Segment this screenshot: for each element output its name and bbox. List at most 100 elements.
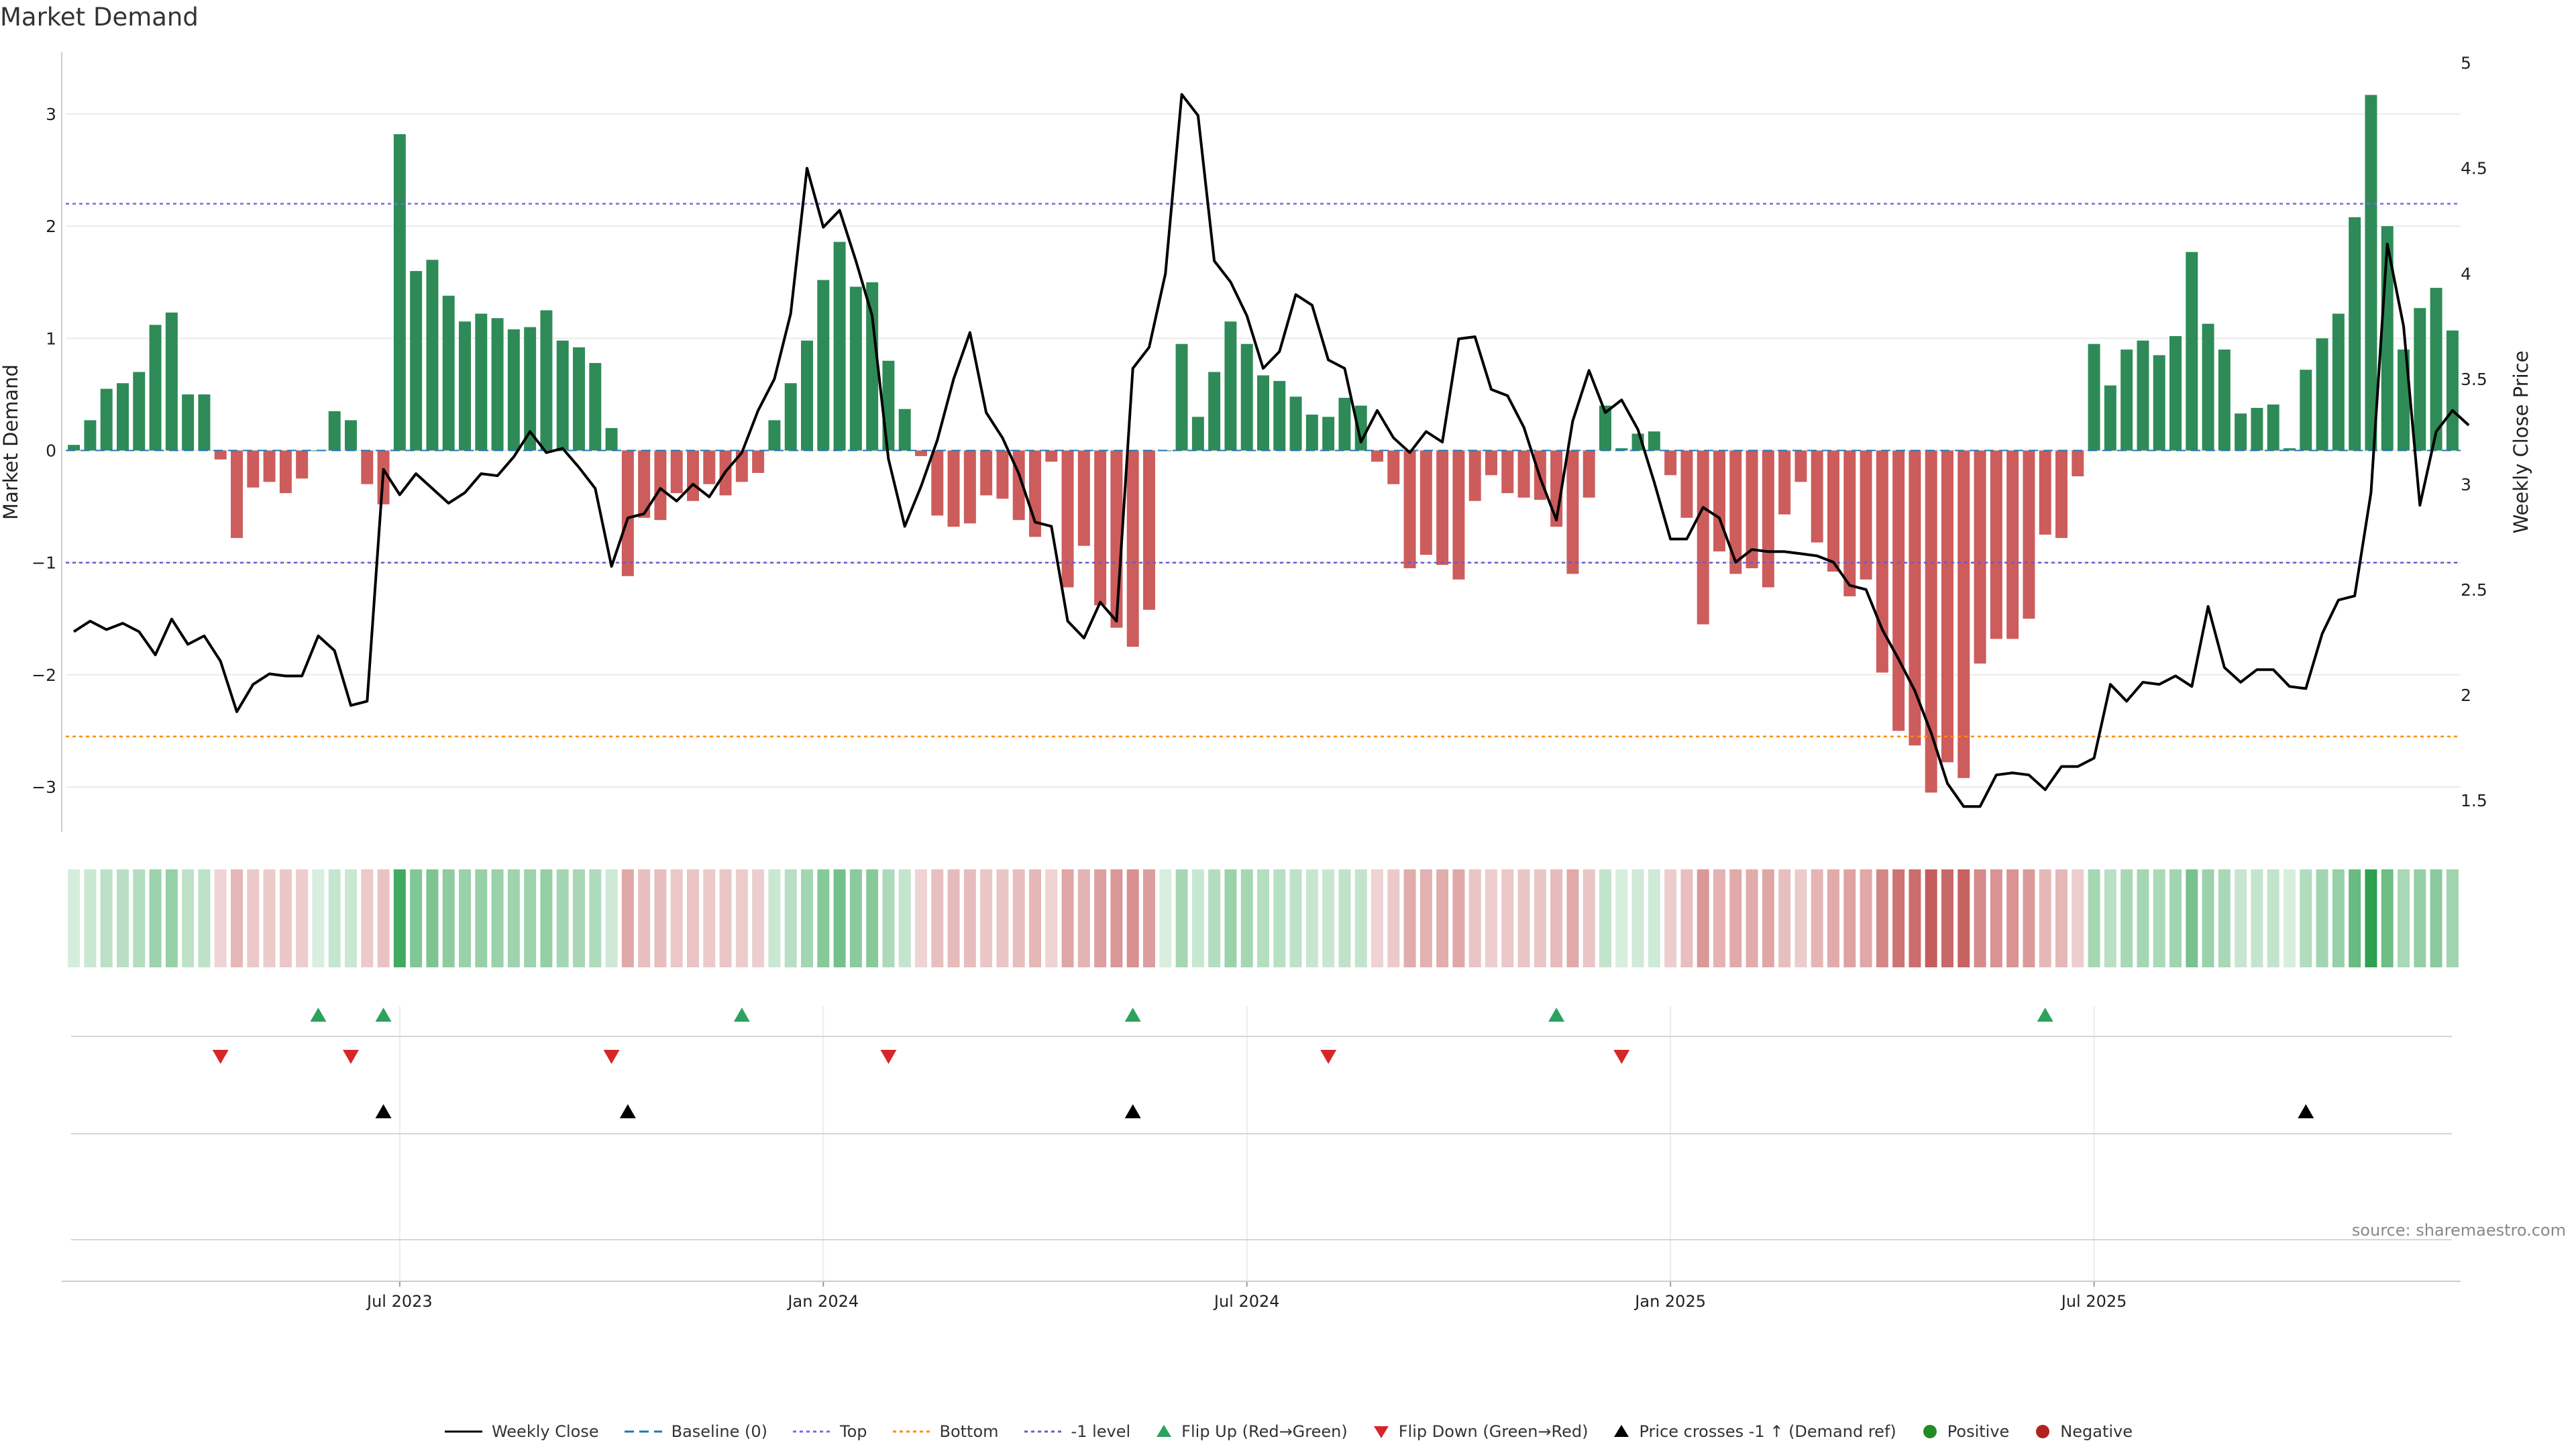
heat-cell bbox=[2398, 869, 2410, 967]
demand-bar bbox=[328, 411, 341, 451]
source-note: source: sharemaestro.com bbox=[2351, 1221, 2566, 1240]
heat-cell bbox=[1371, 869, 1383, 967]
legend: Weekly Close Baseline (0) Top Bottom -1 leve… bbox=[0, 1422, 2576, 1441]
demand-bar bbox=[1599, 405, 1611, 451]
heat-cell bbox=[719, 869, 732, 967]
heat-cell bbox=[507, 869, 520, 967]
demand-bar bbox=[833, 241, 846, 451]
heat-cell bbox=[784, 869, 797, 967]
demand-bar bbox=[2072, 450, 2084, 476]
heat-cell bbox=[442, 869, 455, 967]
demand-bar bbox=[2006, 450, 2019, 639]
heat-cell bbox=[1909, 869, 1921, 967]
price-line bbox=[73, 93, 2470, 808]
demand-bar bbox=[2284, 448, 2296, 451]
legend-label: Negative bbox=[2060, 1422, 2133, 1441]
heat-cell bbox=[459, 869, 471, 967]
demand-bar bbox=[1974, 450, 1986, 664]
heat-cell bbox=[1566, 869, 1579, 967]
heat-cell bbox=[2267, 869, 2279, 967]
heat-cell bbox=[1648, 869, 1660, 967]
heat-cell bbox=[1159, 869, 1172, 967]
heat-cell bbox=[475, 869, 488, 967]
heat-cell bbox=[2381, 869, 2394, 967]
heat-cell bbox=[377, 869, 390, 967]
legend-item: Flip Down (Green→Red) bbox=[1372, 1422, 1588, 1441]
heat-cell bbox=[2121, 869, 2133, 967]
heat-cell bbox=[1126, 869, 1139, 967]
y2-tick-label: 2.5 bbox=[2461, 580, 2487, 600]
demand-bar bbox=[1045, 450, 1058, 462]
x-tick-label: Jul 2023 bbox=[366, 1292, 433, 1311]
y2-tick-label: 4 bbox=[2461, 264, 2471, 284]
demand-bar bbox=[1811, 450, 1823, 543]
demand-bar bbox=[1126, 450, 1139, 647]
heat-cell bbox=[1257, 869, 1269, 967]
demand-bar bbox=[2398, 350, 2410, 451]
heat-cell bbox=[296, 869, 309, 967]
heat-cell bbox=[2300, 869, 2312, 967]
demand-bar bbox=[1371, 450, 1383, 462]
demand-bar bbox=[507, 329, 520, 451]
y-tick-label: −1 bbox=[32, 553, 56, 573]
legend-item: -1 level bbox=[1023, 1422, 1130, 1441]
demand-bar bbox=[1680, 450, 1693, 518]
heat-cell bbox=[882, 869, 895, 967]
heat-cell bbox=[703, 869, 716, 967]
heat-cell bbox=[1289, 869, 1302, 967]
heat-cell bbox=[100, 869, 113, 967]
heat-cell bbox=[2088, 869, 2100, 967]
legend-item: Price crosses -1 ↑ (Demand ref) bbox=[1612, 1422, 1896, 1441]
heat-cell bbox=[1305, 869, 1318, 967]
demand-bar bbox=[2332, 313, 2345, 451]
heat-cell bbox=[1240, 869, 1253, 967]
heat-cell bbox=[279, 869, 292, 967]
demand-bar bbox=[2055, 450, 2068, 538]
demand-bar bbox=[1224, 321, 1237, 451]
demand-bar bbox=[2153, 355, 2165, 451]
demand-bar bbox=[963, 450, 976, 524]
heat-cell bbox=[1224, 869, 1237, 967]
flip-up-marker bbox=[375, 1008, 392, 1022]
legend-item: Weekly Close bbox=[443, 1422, 599, 1441]
heat-cell bbox=[849, 869, 862, 967]
legend-label: Flip Up (Red→Green) bbox=[1181, 1422, 1348, 1441]
demand-bar bbox=[133, 372, 146, 451]
heat-cell bbox=[996, 869, 1009, 967]
heat-cell bbox=[1631, 869, 1644, 967]
heat-cell bbox=[263, 869, 276, 967]
heat-cell bbox=[1664, 869, 1677, 967]
demand-bar bbox=[1289, 396, 1302, 451]
legend-item: Baseline (0) bbox=[623, 1422, 767, 1441]
demand-bar bbox=[2365, 95, 2377, 451]
heat-cell bbox=[1094, 869, 1107, 967]
heat-cell bbox=[1860, 869, 1872, 967]
demand-bar bbox=[996, 450, 1009, 499]
heat-cell bbox=[2414, 869, 2426, 967]
heat-cell bbox=[801, 869, 813, 967]
demand-bar bbox=[1452, 450, 1465, 580]
heat-cell bbox=[915, 869, 927, 967]
price-cross-marker bbox=[375, 1104, 392, 1118]
heat-cell bbox=[1468, 869, 1481, 967]
demand-bar bbox=[817, 280, 830, 451]
demand-bar bbox=[1501, 450, 1514, 494]
demand-bar bbox=[198, 394, 211, 451]
heat-cell bbox=[931, 869, 944, 967]
demand-bar bbox=[1175, 343, 1188, 451]
demand-bar bbox=[1697, 450, 1709, 625]
heat-cell bbox=[2006, 869, 2019, 967]
demand-bar bbox=[1648, 431, 1660, 451]
heat-cell bbox=[1680, 869, 1693, 967]
heat-cell bbox=[2316, 869, 2328, 967]
legend-dot bbox=[1923, 1425, 1937, 1438]
heat-cell bbox=[1322, 869, 1335, 967]
heat-cell bbox=[1273, 869, 1286, 967]
heat-cell bbox=[833, 869, 846, 967]
demand-bar bbox=[1077, 450, 1090, 546]
heat-cell bbox=[231, 869, 243, 967]
demand-bar bbox=[345, 420, 357, 451]
heat-cell bbox=[1029, 869, 1041, 967]
heat-cell bbox=[947, 869, 960, 967]
heat-cell bbox=[198, 869, 211, 967]
